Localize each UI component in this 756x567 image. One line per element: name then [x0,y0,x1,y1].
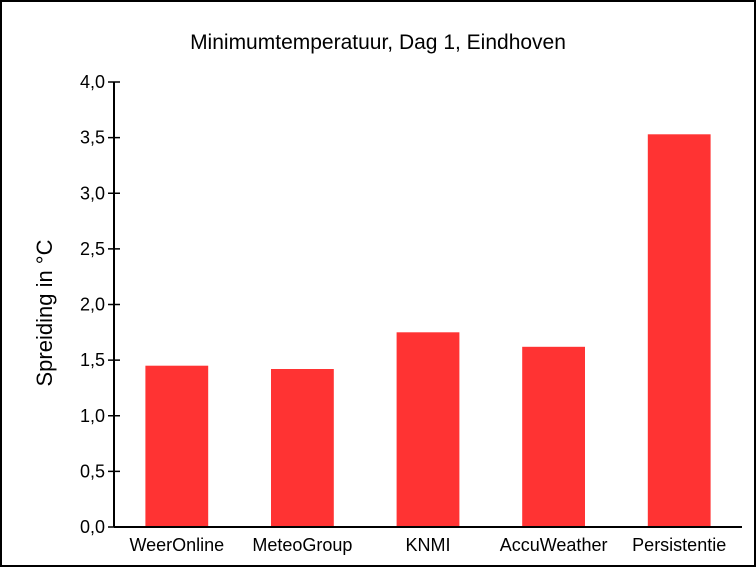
y-axis-label: Spreiding in °C [32,239,57,386]
y-tick-label: 2,0 [80,295,105,315]
bar-meteogroup [271,369,334,527]
bar-weeronline [145,365,209,527]
y-tick-label: 0,5 [80,461,105,481]
y-tick-label: 2,5 [80,239,105,259]
y-tick-label: 4,0 [80,72,105,92]
bar-accuweather [522,346,585,527]
x-category-label: MeteoGroup [252,535,352,555]
y-tick-label: 1,5 [80,350,105,370]
x-category-label: AccuWeather [500,535,608,555]
x-category-label: Persistentie [632,535,726,555]
y-tick-label: 1,0 [80,406,105,426]
bar-knmi [396,332,460,527]
y-tick-label: 3,0 [80,183,105,203]
bar-persistentie [647,134,711,528]
x-category-label: WeerOnline [129,535,224,555]
y-ticks-layer: 0,0 0,5 1,0 1,5 2,0 2,5 3,0 3,5 4,0 [80,72,120,537]
x-category-label: KNMI [406,535,451,555]
bars-layer [145,134,711,528]
chart-title: Minimumtemperatuur, Dag 1, Eindhoven [190,31,566,54]
y-tick-label: 3,5 [80,128,105,148]
y-tick-label: 0,0 [80,517,105,537]
x-categories-layer: WeerOnline MeteoGroup KNMI AccuWeather Persi… [129,535,726,555]
